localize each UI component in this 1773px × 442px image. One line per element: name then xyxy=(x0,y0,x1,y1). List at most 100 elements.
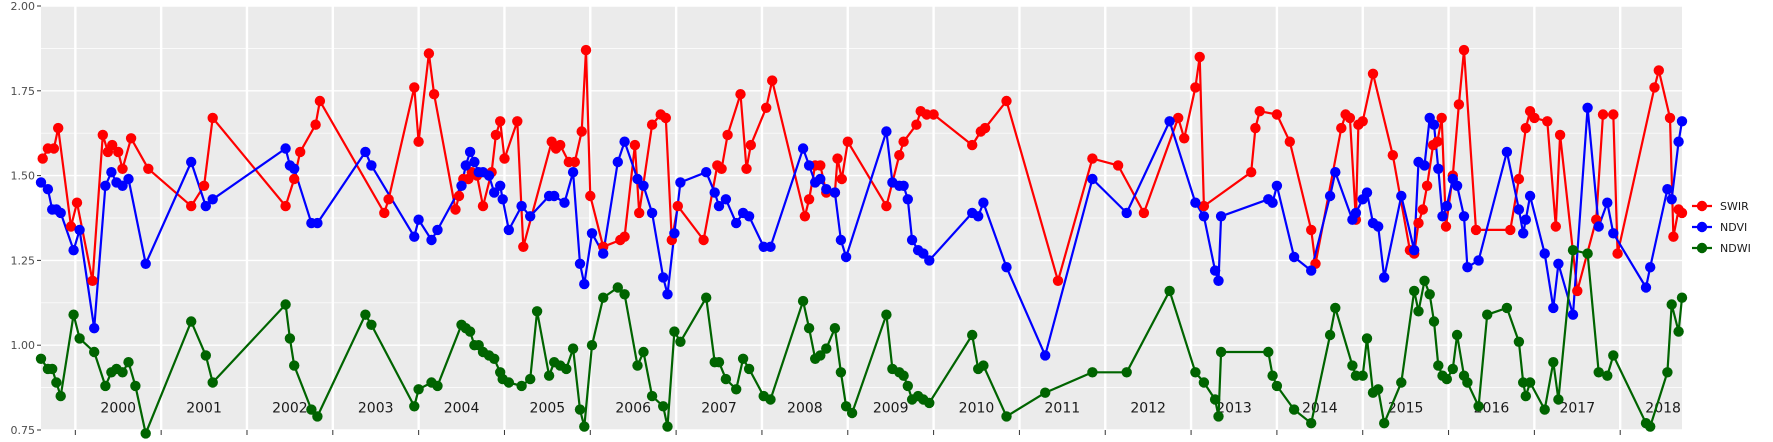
data-point-ndvi xyxy=(835,234,847,246)
data-point-ndwi xyxy=(74,333,85,344)
data-point-swir xyxy=(979,122,991,134)
data-point-ndwi xyxy=(51,377,62,388)
data-point-ndwi xyxy=(567,343,579,354)
data-point-ndwi xyxy=(117,367,128,378)
legend-key-point xyxy=(1696,200,1708,212)
data-point-ndvi xyxy=(525,211,536,222)
data-point-ndwi xyxy=(898,370,909,381)
data-point-ndvi xyxy=(1458,211,1470,222)
data-point-swir xyxy=(634,207,645,219)
data-point-ndvi xyxy=(186,156,197,168)
data-point-ndwi xyxy=(100,380,111,392)
year-label: 2014 xyxy=(1302,401,1338,417)
data-point-ndwi xyxy=(200,350,211,361)
data-point-ndwi xyxy=(846,407,858,419)
data-point-swir xyxy=(1554,129,1566,141)
data-point-swir xyxy=(767,75,778,86)
data-point-swir xyxy=(1271,109,1283,120)
data-point-swir xyxy=(113,146,124,158)
year-label: 2013 xyxy=(1216,401,1252,417)
data-point-swir xyxy=(490,129,502,141)
data-point-ndwi xyxy=(1513,336,1525,347)
data-point-ndwi xyxy=(306,404,317,415)
data-point-ndwi xyxy=(1087,367,1098,378)
data-point-swir xyxy=(413,136,424,147)
data-point-ndvi xyxy=(280,143,291,154)
data-point-swir xyxy=(799,211,811,222)
legend-key-point xyxy=(1696,242,1708,254)
data-point-swir xyxy=(1344,112,1356,124)
data-point-ndvi xyxy=(1330,167,1341,178)
data-point-ndwi xyxy=(543,370,555,381)
data-point-swir xyxy=(585,190,596,202)
data-point-swir xyxy=(1608,109,1619,120)
data-point-ndvi xyxy=(1501,146,1513,158)
data-point-ndwi xyxy=(701,292,712,303)
grid-lines xyxy=(41,5,1682,431)
data-point-swir xyxy=(1173,112,1184,124)
data-point-ndwi xyxy=(413,384,424,395)
data-point-ndwi xyxy=(1548,357,1559,368)
data-point-ndwi xyxy=(1263,346,1274,358)
data-point-ndvi xyxy=(701,167,712,178)
data-point-ndwi xyxy=(737,353,749,364)
data-point-ndvi xyxy=(1215,211,1227,222)
data-point-ndvi xyxy=(765,241,776,252)
data-point-swir xyxy=(65,221,77,232)
data-point-ndwi xyxy=(632,360,643,371)
data-point-swir xyxy=(1112,160,1124,171)
data-point-ndwi xyxy=(1539,404,1550,415)
data-point-swir xyxy=(97,129,109,141)
data-point-ndvi xyxy=(516,200,527,212)
data-point-ndwi xyxy=(525,373,536,385)
data-point-swir xyxy=(1194,51,1205,63)
data-point-swir xyxy=(1306,224,1317,236)
data-point-swir xyxy=(48,143,60,154)
data-point-ndwi xyxy=(207,377,218,388)
data-point-ndvi xyxy=(669,228,680,239)
data-point-ndwi xyxy=(47,363,58,375)
data-point-swir xyxy=(1336,122,1347,134)
data-point-ndvi xyxy=(413,214,424,225)
data-point-ndwi xyxy=(924,397,935,409)
data-point-ndwi xyxy=(713,357,725,368)
data-point-ndvi xyxy=(658,272,669,283)
data-point-swir xyxy=(1357,116,1368,127)
data-point-ndwi xyxy=(1447,363,1459,375)
data-point-ndvi xyxy=(1361,187,1373,198)
data-point-swir xyxy=(71,197,83,208)
data-point-ndvi xyxy=(632,173,643,185)
data-point-ndvi xyxy=(100,180,111,191)
year-label: 2011 xyxy=(1045,401,1081,417)
data-point-ndwi xyxy=(1190,367,1201,378)
data-point-ndwi xyxy=(1121,367,1132,378)
data-point-ndwi xyxy=(574,404,586,415)
data-point-ndvi xyxy=(1213,275,1224,286)
data-point-ndwi xyxy=(1357,370,1368,381)
data-point-swir xyxy=(423,48,435,59)
data-point-ndwi xyxy=(967,329,978,341)
data-point-ndwi xyxy=(1441,373,1453,385)
y-tick-label: 1.00 xyxy=(11,339,36,352)
data-point-ndvi xyxy=(1539,248,1550,259)
data-point-ndvi xyxy=(489,187,500,198)
data-point-ndvi xyxy=(906,234,918,246)
data-point-ndwi xyxy=(669,326,680,337)
data-point-swir xyxy=(87,275,98,286)
series-points xyxy=(35,44,1688,439)
data-point-ndwi xyxy=(89,346,100,358)
data-point-ndvi xyxy=(1437,211,1448,222)
data-point-swir xyxy=(1612,248,1623,259)
data-point-ndvi xyxy=(821,184,832,195)
data-point-swir xyxy=(619,231,630,242)
data-point-swir xyxy=(1367,68,1379,80)
data-point-swir xyxy=(555,139,566,151)
data-point-swir xyxy=(310,119,321,130)
year-label: 2004 xyxy=(444,401,480,417)
data-point-ndwi xyxy=(516,380,527,392)
data-point-ndvi xyxy=(1553,258,1564,269)
data-point-swir xyxy=(37,153,48,164)
data-point-ndwi xyxy=(68,309,79,320)
data-point-ndwi xyxy=(1267,370,1278,381)
